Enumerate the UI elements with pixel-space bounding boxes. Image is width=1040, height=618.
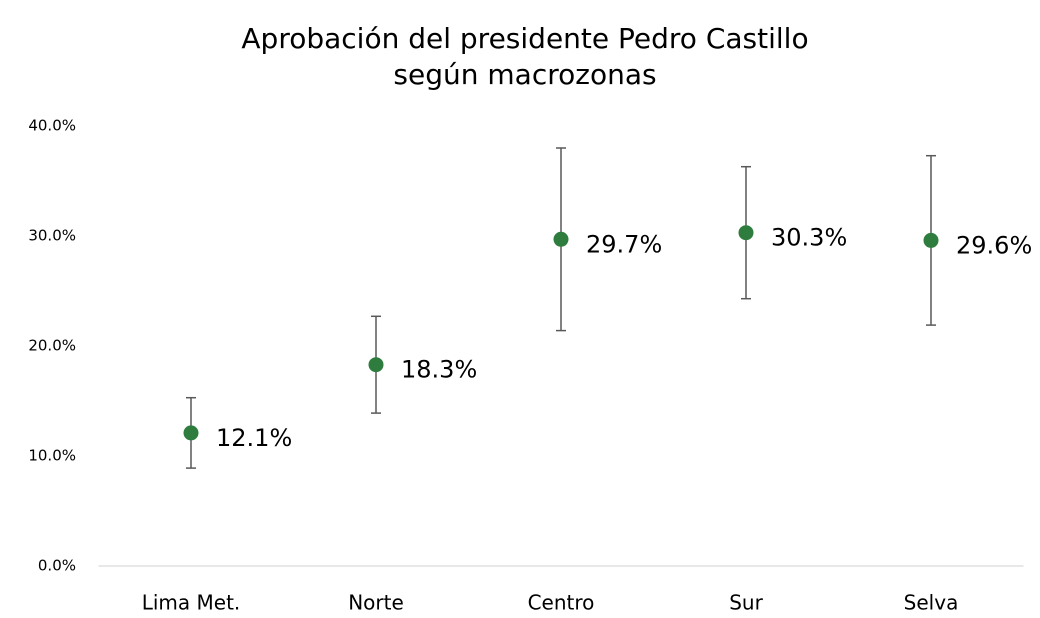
y-tick-label: 20.0% <box>28 337 76 355</box>
point <box>738 225 754 241</box>
y-tick-label: 30.0% <box>28 227 76 245</box>
chart-title: Aprobación del presidente Pedro Castillo <box>241 22 808 55</box>
value-label: 18.3% <box>401 356 477 384</box>
chart-title: según macrozonas <box>393 58 656 91</box>
y-tick-label: 40.0% <box>28 117 76 135</box>
y-tick-label: 10.0% <box>28 447 76 465</box>
value-label: 29.6% <box>956 231 1032 259</box>
y-tick-label: 0.0% <box>38 557 76 575</box>
point <box>183 425 199 441</box>
x-tick-label: Lima Met. <box>142 591 241 615</box>
point <box>553 231 569 247</box>
point <box>368 357 384 373</box>
point <box>923 232 939 248</box>
x-tick-label: Centro <box>528 591 595 615</box>
value-label: 29.7% <box>586 230 662 258</box>
value-label: 12.1% <box>216 424 292 452</box>
x-tick-label: Selva <box>904 591 959 615</box>
x-tick-label: Norte <box>348 591 404 615</box>
x-tick-label: Sur <box>729 591 763 615</box>
value-label: 30.3% <box>771 224 847 252</box>
